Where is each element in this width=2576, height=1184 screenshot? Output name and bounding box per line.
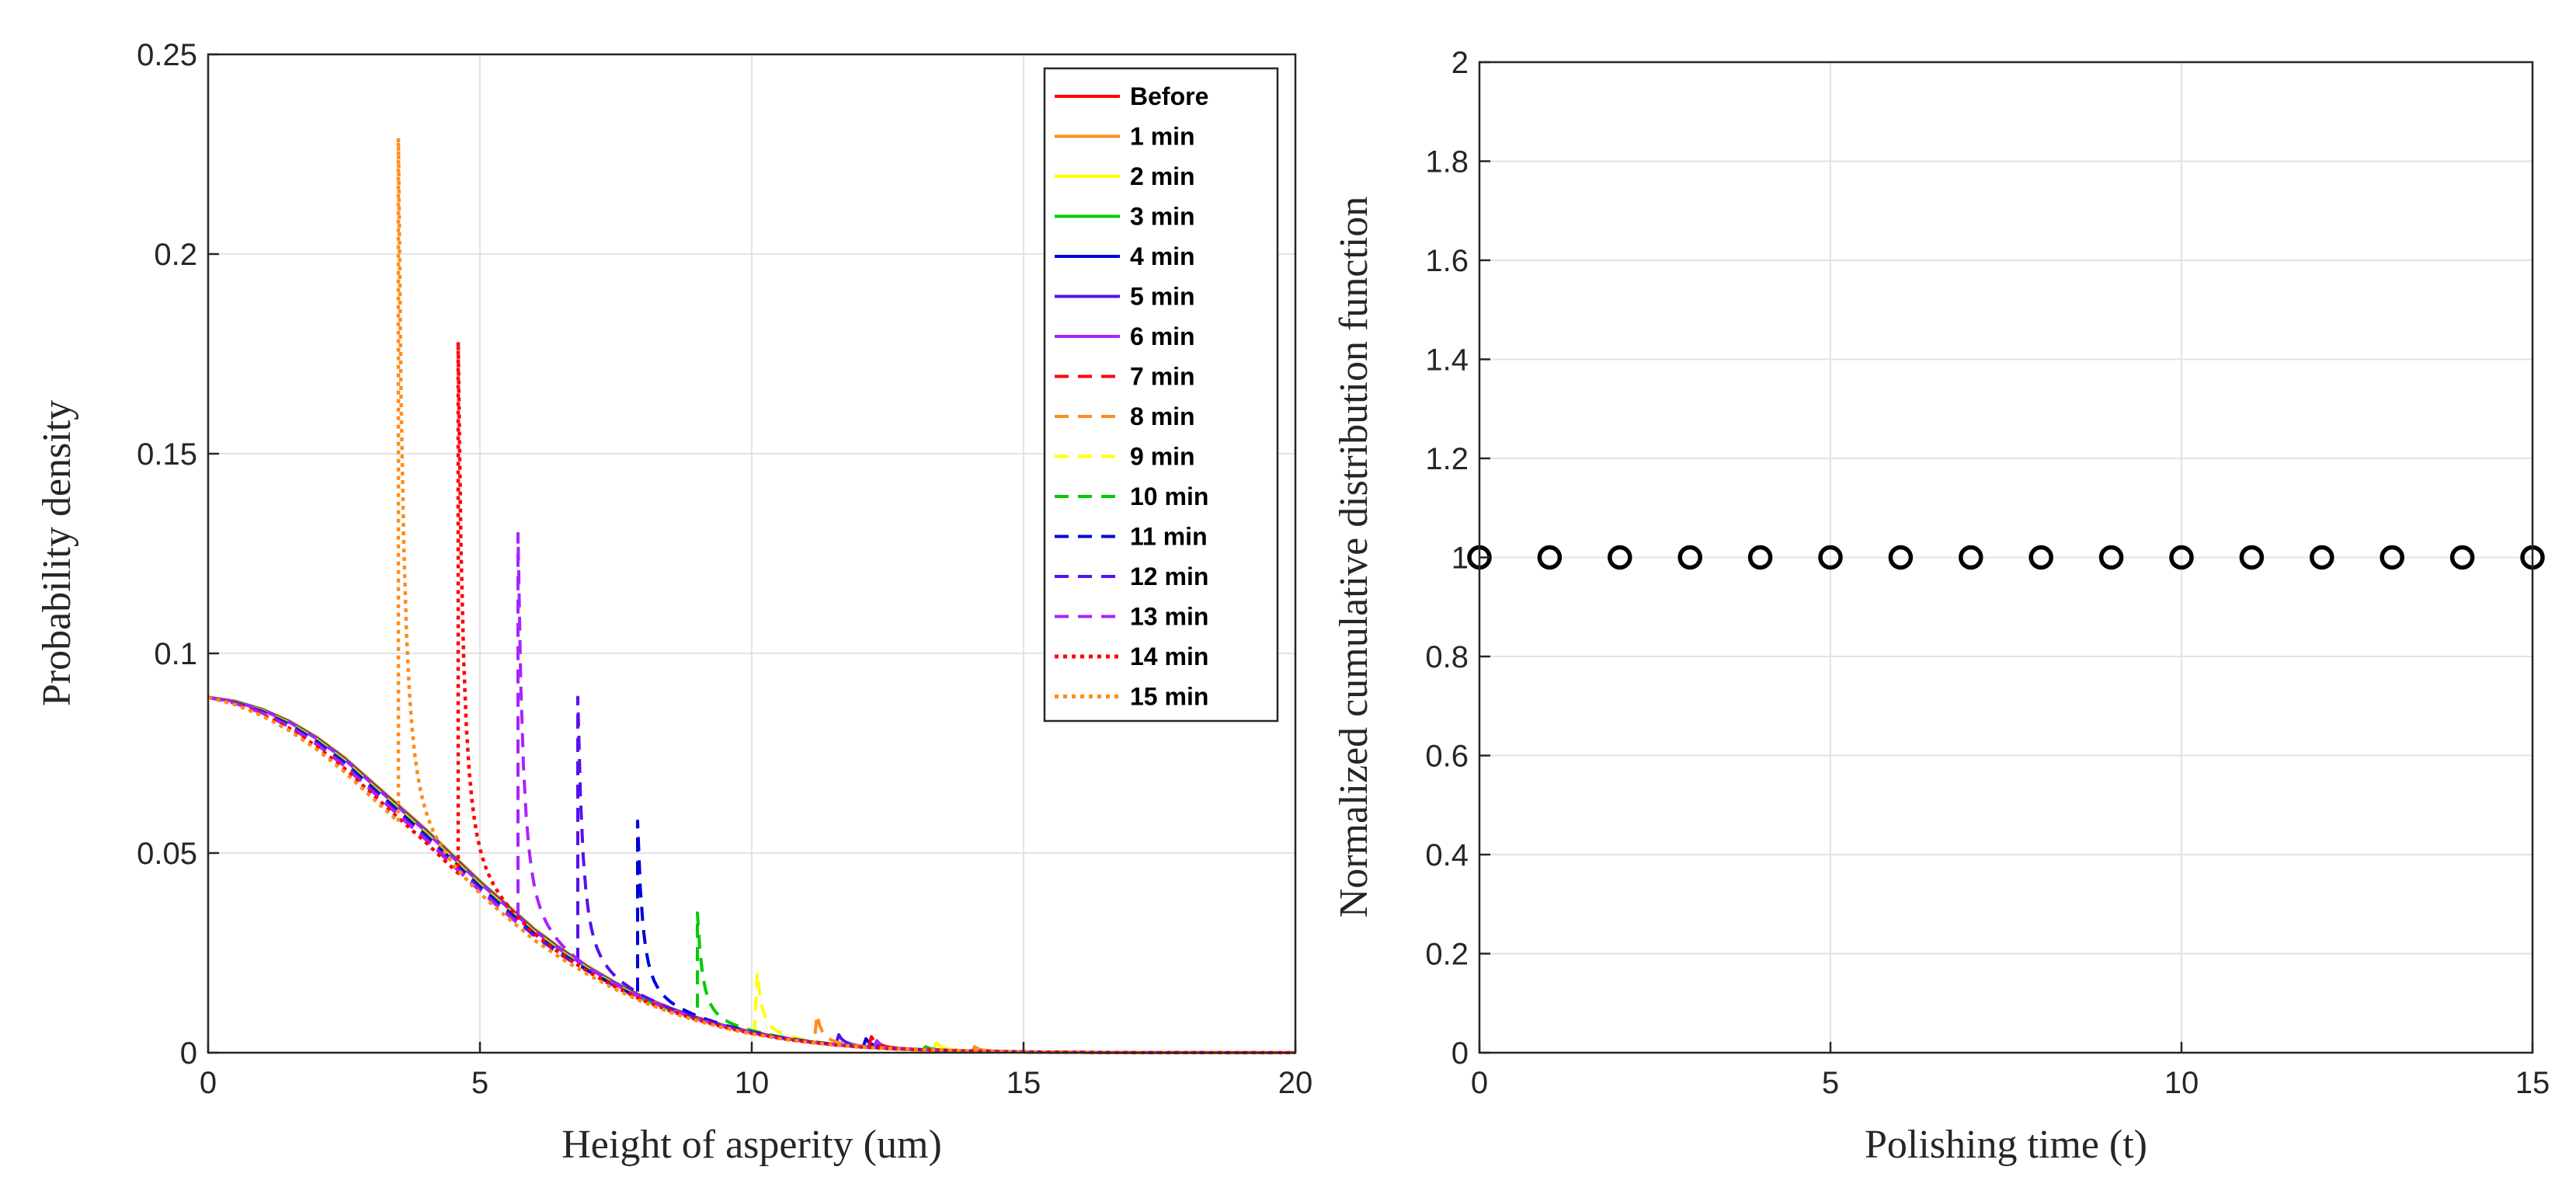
right-x-axis-label: Polishing time (t) bbox=[1865, 1123, 2147, 1167]
right-y-tick-label: 1.8 bbox=[1425, 145, 1469, 179]
data-point bbox=[1537, 545, 1563, 570]
right-x-tick-label: 15 bbox=[2515, 1066, 2550, 1100]
legend-label: 9 min bbox=[1130, 443, 1195, 471]
legend-label: 14 min bbox=[1130, 642, 1208, 670]
right-y-tick-label: 1.6 bbox=[1425, 244, 1469, 278]
right-y-tick-label: 1.2 bbox=[1425, 442, 1469, 476]
right-y-tick-label: 1 bbox=[1451, 542, 1469, 576]
left-x-axis-label: Height of asperity (um) bbox=[561, 1123, 942, 1167]
data-point bbox=[2310, 545, 2334, 570]
data-point bbox=[2028, 545, 2053, 570]
left-y-tick-label: 0.1 bbox=[154, 637, 197, 671]
left-x-tick-label: 0 bbox=[200, 1066, 217, 1100]
legend-label: 12 min bbox=[1130, 562, 1208, 590]
right-y-tick-label: 0.2 bbox=[1425, 938, 1469, 972]
legend-items: Before 1 min 2 min 3 min 4 min 5 min 6 min 7 mi… bbox=[1055, 82, 1208, 711]
left-gridlines bbox=[208, 54, 1295, 1053]
data-point bbox=[1677, 545, 1702, 570]
left-x-tick-label: 5 bbox=[471, 1066, 488, 1100]
data-point bbox=[2380, 545, 2404, 570]
data-point bbox=[1747, 545, 1773, 570]
data-point bbox=[2239, 545, 2265, 570]
legend-label: 10 min bbox=[1130, 482, 1208, 510]
legend-label: 6 min bbox=[1130, 322, 1195, 350]
legend-label: 13 min bbox=[1130, 603, 1208, 631]
legend-label: 8 min bbox=[1130, 402, 1195, 430]
right-y-tick-label: 0.4 bbox=[1425, 838, 1469, 872]
data-point bbox=[1888, 545, 1914, 570]
legend-label: 5 min bbox=[1130, 283, 1195, 311]
legend-label: 15 min bbox=[1130, 683, 1208, 711]
data-point bbox=[2169, 545, 2194, 570]
left-x-tick-label: 20 bbox=[1278, 1066, 1313, 1100]
left-tick-labels: 0 5 10 15 20 0 0.05 0.1 0.15 0.2 0.25 bbox=[137, 38, 1312, 1100]
series-line-14-min bbox=[207, 340, 1295, 1055]
left-y-tick-label: 0 bbox=[180, 1036, 197, 1071]
right-x-tick-label: 10 bbox=[2164, 1066, 2199, 1100]
left-x-tick-label: 10 bbox=[735, 1066, 770, 1100]
data-point bbox=[1608, 545, 1632, 570]
right-y-tick-label: 1.4 bbox=[1425, 343, 1469, 378]
right-y-tick-label: 0.6 bbox=[1425, 740, 1469, 774]
left-y-tick-label: 0.15 bbox=[137, 437, 197, 472]
legend-label: 3 min bbox=[1130, 203, 1195, 231]
legend-label: 4 min bbox=[1130, 242, 1195, 270]
data-point bbox=[2098, 545, 2124, 570]
right-x-tick-label: 0 bbox=[1471, 1066, 1488, 1100]
left-chart-panel: 0 5 10 15 20 0 0.05 0.1 0.15 0.2 0.25 Height of as… bbox=[35, 38, 1312, 1167]
legend-label: 1 min bbox=[1130, 123, 1195, 151]
legend-label: Before bbox=[1130, 82, 1208, 110]
data-point bbox=[1818, 545, 1843, 570]
legend-label: 2 min bbox=[1130, 162, 1195, 190]
right-data-points bbox=[1467, 545, 2545, 570]
left-y-axis-label: Probability density bbox=[35, 400, 79, 706]
right-y-axis-label: Normalized cumulative distribution funct… bbox=[1332, 197, 1376, 918]
legend: Before 1 min 2 min 3 min 4 min 5 min 6 min 7 mi… bbox=[1043, 67, 1279, 723]
right-y-tick-label: 2 bbox=[1451, 46, 1469, 80]
left-y-tick-label: 0.2 bbox=[154, 238, 197, 272]
right-gridlines bbox=[1479, 62, 2533, 1053]
legend-label: 7 min bbox=[1130, 363, 1195, 391]
right-tick-labels: 0 5 10 15 0 0.2 0.4 0.6 0.8 1 1.2 1.4 1.6 1.8 2 bbox=[1425, 46, 2550, 1100]
left-y-tick-label: 0.05 bbox=[137, 837, 197, 871]
data-point bbox=[2449, 545, 2475, 570]
left-x-tick-label: 15 bbox=[1006, 1066, 1041, 1100]
data-point bbox=[1959, 545, 1983, 570]
right-y-tick-label: 0.8 bbox=[1425, 640, 1469, 674]
legend-label: 11 min bbox=[1130, 523, 1208, 551]
right-chart-panel: 0 5 10 15 0 0.2 0.4 0.6 0.8 1 1.2 1.4 1.6 1.8 2 Polish… bbox=[1332, 46, 2550, 1167]
right-x-tick-label: 5 bbox=[1822, 1066, 1839, 1100]
right-y-tick-label: 0 bbox=[1451, 1036, 1469, 1071]
left-y-tick-label: 0.25 bbox=[137, 38, 197, 72]
